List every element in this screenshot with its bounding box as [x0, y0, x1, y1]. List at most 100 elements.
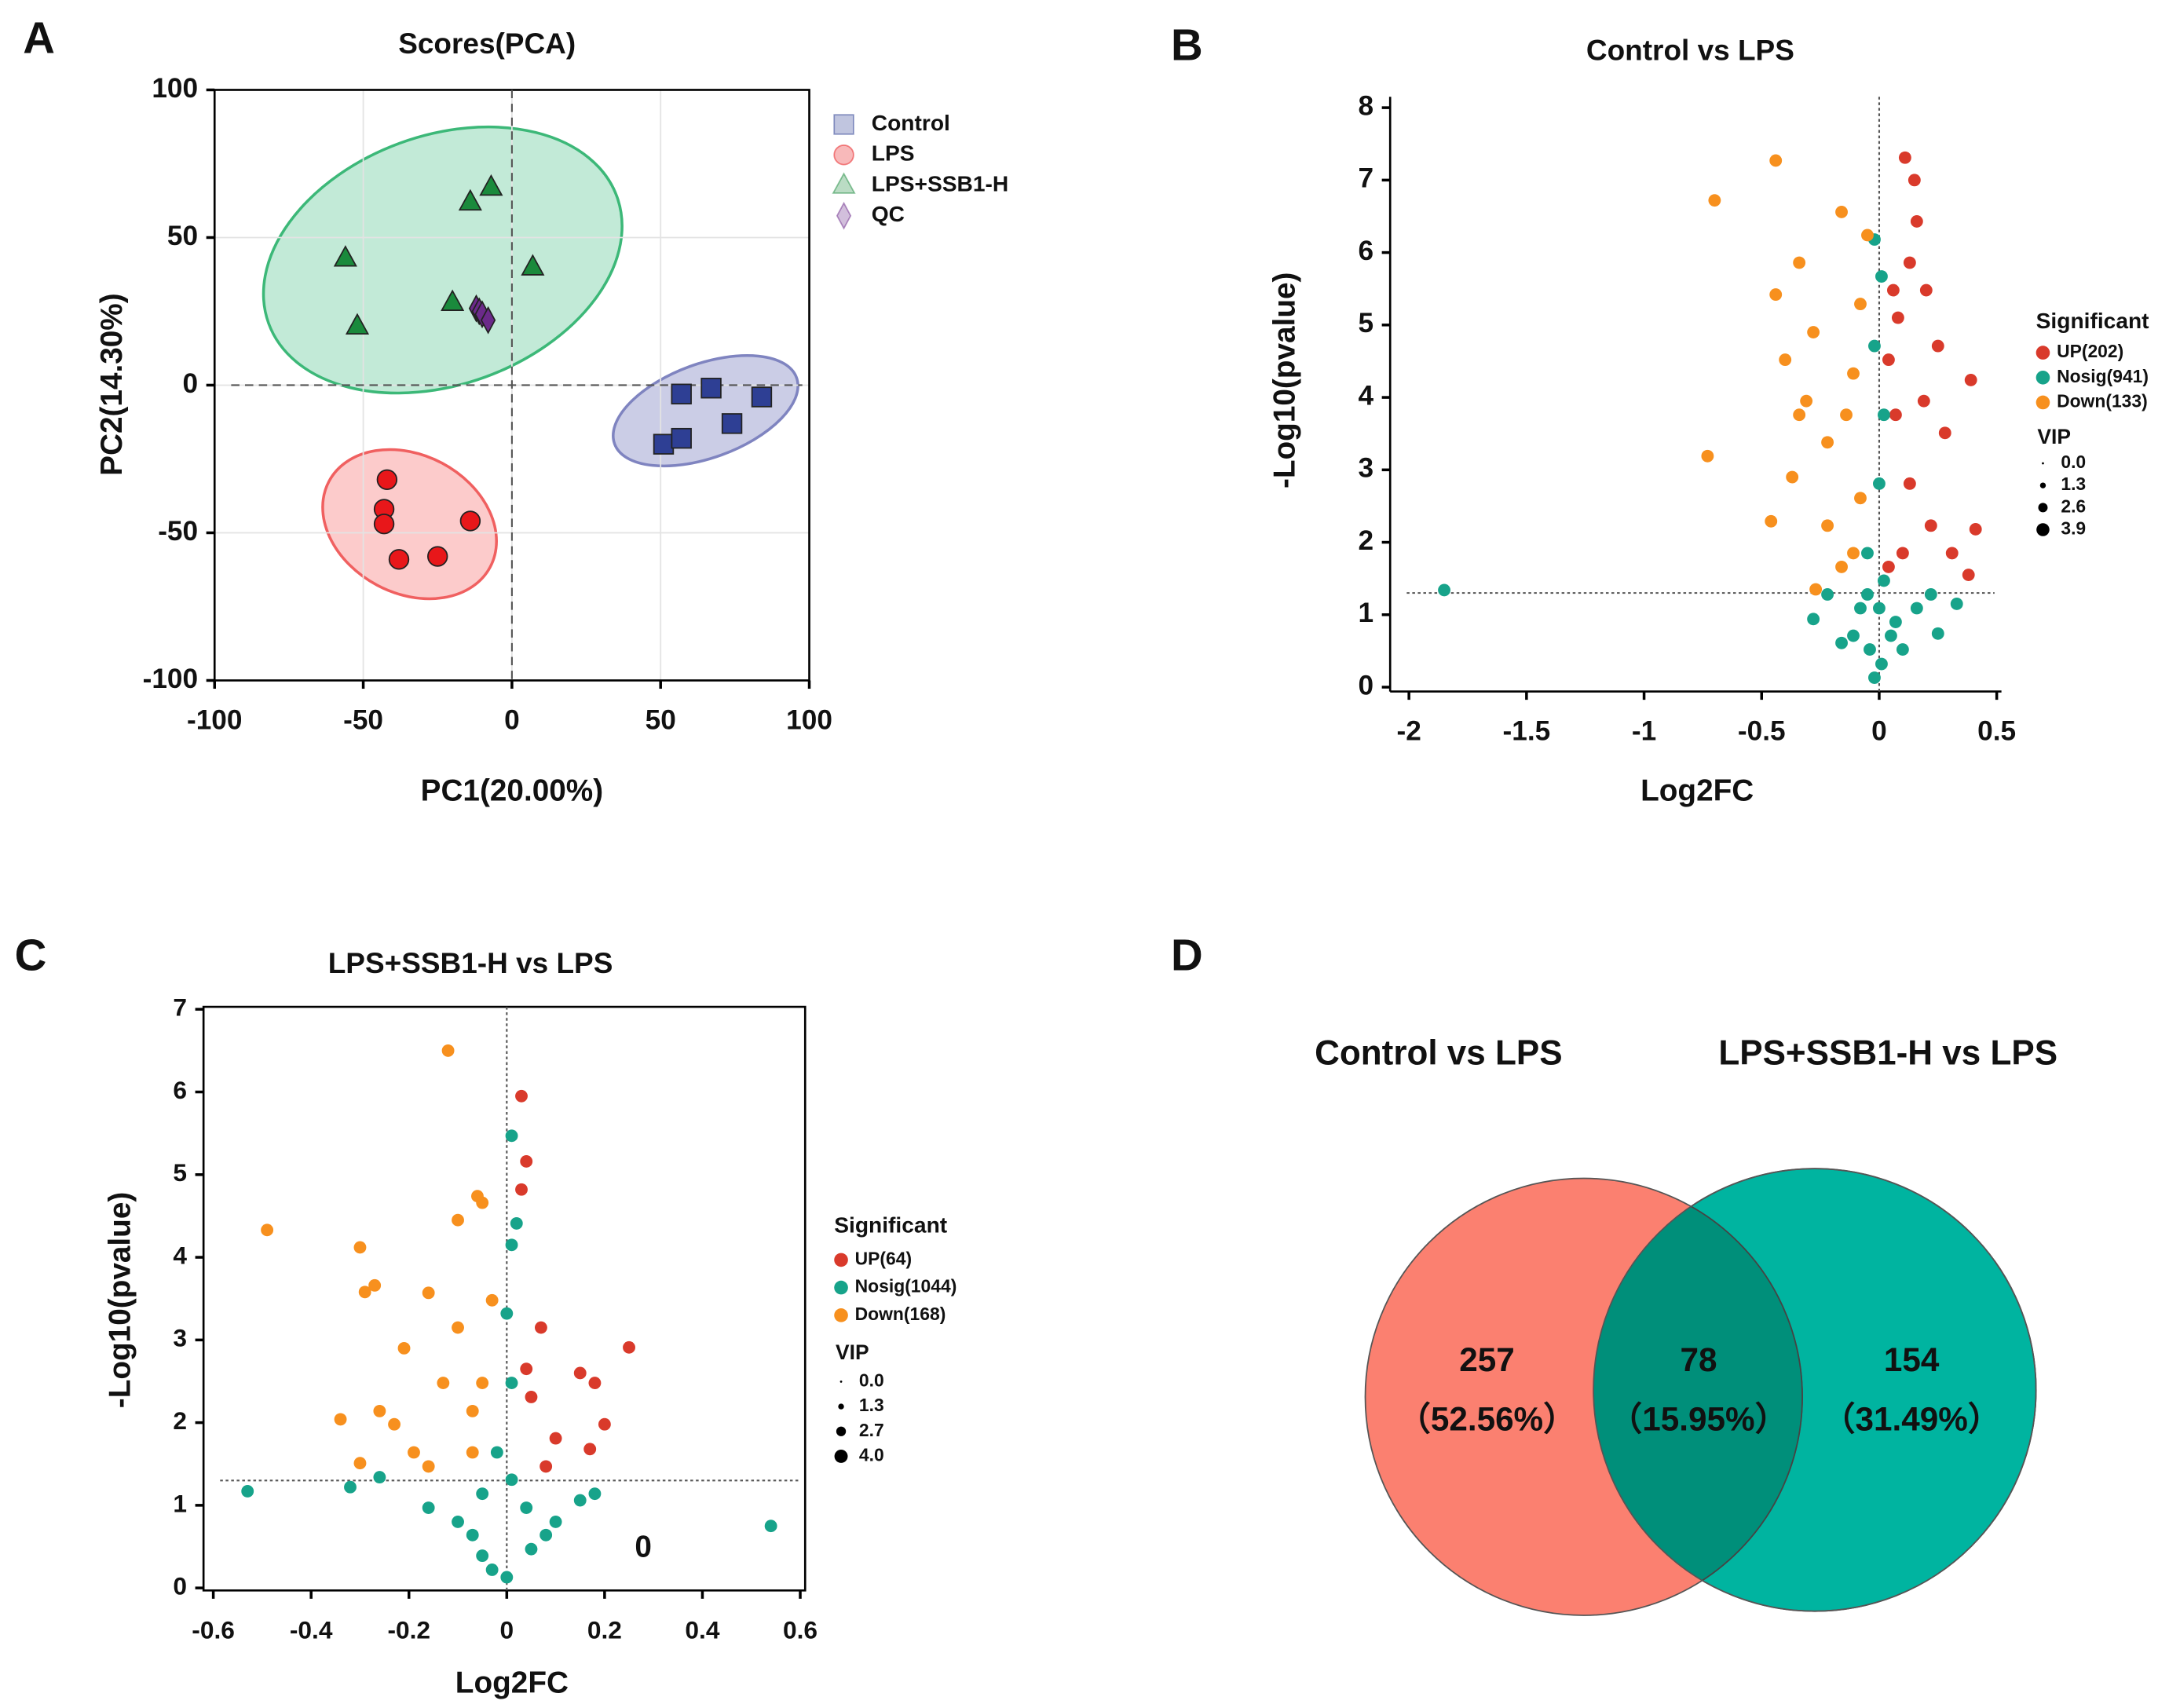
marker-square [721, 413, 743, 434]
marker-circle [1896, 643, 1909, 656]
plot-frame [202, 1005, 807, 1592]
marker-circle [344, 1480, 357, 1494]
marker-circle [1891, 311, 1904, 324]
region-count: 154 [1884, 1341, 1940, 1378]
marker-circle [476, 1196, 489, 1209]
marker-circle [388, 1417, 401, 1431]
marker-circle [1861, 547, 1874, 560]
y-axis-label: -Log10(pvalue) [103, 1192, 137, 1408]
marker-triangle [458, 188, 482, 211]
marker-circle [1438, 583, 1450, 597]
marker-square [700, 378, 722, 399]
y-tick-label: 1 [173, 1489, 187, 1517]
x-tick-label: 0.5 [1977, 716, 2016, 747]
y-tick-label: 0 [173, 1572, 187, 1600]
marker-circle [476, 1377, 489, 1390]
region-count: 78 [1680, 1341, 1717, 1378]
y-tick-label: 6 [173, 1076, 187, 1104]
marker-circle [422, 1460, 435, 1473]
region-percent: （52.56%） [1398, 1401, 1577, 1438]
y-tick-label: 7 [173, 993, 187, 1022]
marker-circle [1765, 514, 1778, 528]
marker-circle [1835, 206, 1848, 218]
marker-circle [1835, 560, 1848, 573]
marker-circle [1779, 353, 1792, 367]
legend-label: UP(202) [2057, 341, 2123, 361]
y-tick-label: -50 [158, 516, 198, 547]
x-tick-label: 0.2 [587, 1616, 622, 1644]
legend-label: QC [872, 201, 905, 226]
size-legend-label: 1.3 [859, 1395, 884, 1415]
marker-diamond [836, 201, 852, 230]
marker-circle [2035, 370, 2050, 385]
legend-label: UP(64) [855, 1248, 912, 1268]
size-legend-label: 2.7 [859, 1420, 884, 1440]
marker-circle [1907, 174, 1921, 187]
marker-circle [1917, 394, 1930, 408]
y-tick-label: 4 [173, 1241, 187, 1269]
marker-circle [1847, 547, 1860, 560]
size-legend-marker [839, 1380, 843, 1383]
marker-triangle [345, 313, 370, 335]
marker-circle [833, 144, 854, 166]
legend-label: Down(168) [855, 1304, 946, 1324]
marker-circle [1769, 154, 1783, 167]
marker-circle [1868, 339, 1881, 353]
marker-circle [588, 1487, 602, 1501]
marker-circle [373, 513, 395, 535]
marker-circle [1964, 374, 1977, 386]
marker-circle [540, 1460, 553, 1473]
y-tick-label: 5 [173, 1158, 187, 1187]
panel-label: C [15, 930, 47, 979]
marker-circle [353, 1457, 367, 1470]
set-label: Control vs LPS [1315, 1033, 1562, 1072]
marker-square [671, 427, 692, 449]
y-axis-label: -Log10(pvalue) [1267, 272, 1301, 488]
x-tick-label: 0 [500, 1616, 514, 1644]
marker-circle [2035, 346, 2050, 360]
marker-circle [1868, 671, 1881, 684]
marker-circle [520, 1155, 533, 1168]
marker-circle [623, 1340, 635, 1354]
marker-circle [1807, 326, 1820, 338]
legend-label: Nosig(1044) [855, 1276, 957, 1297]
y-tick-label: -100 [143, 664, 198, 694]
x-tick-label: 100 [786, 705, 832, 736]
marker-circle [437, 1377, 450, 1390]
marker-diamond [480, 305, 496, 335]
size-legend-label: 2.6 [2061, 496, 2086, 516]
marker-circle [1878, 574, 1890, 587]
x-tick-label: -0.4 [290, 1616, 333, 1644]
marker-circle [834, 1308, 848, 1322]
y-tick-label: 100 [152, 73, 198, 104]
x-tick-label: -0.6 [192, 1616, 235, 1644]
marker-circle [515, 1089, 528, 1103]
marker-circle [1861, 588, 1874, 601]
marker-circle [1864, 643, 1876, 656]
marker-circle [1821, 588, 1834, 601]
marker-circle [510, 1216, 523, 1230]
marker-circle [441, 1044, 455, 1057]
marker-circle [1878, 408, 1890, 422]
marker-square [671, 383, 692, 404]
chart-title: LPS+SSB1-H vs LPS [328, 947, 613, 979]
set-label: LPS+SSB1-H vs LPS [1718, 1033, 2057, 1072]
y-tick-label: 3 [1358, 453, 1373, 484]
marker-circle [1821, 436, 1834, 449]
marker-circle [397, 1341, 411, 1355]
marker-circle [422, 1286, 435, 1300]
legend-label: Nosig(941) [2057, 366, 2149, 386]
x-tick-label: 0 [504, 705, 520, 736]
marker-circle [353, 1241, 367, 1254]
marker-circle [1931, 339, 1944, 353]
marker-circle [466, 1528, 479, 1542]
size-legend-label: 3.9 [2061, 518, 2086, 539]
marker-circle [1847, 367, 1860, 380]
marker-circle [1821, 519, 1834, 532]
x-tick-label: -0.5 [1738, 716, 1786, 747]
marker-triangle [333, 245, 357, 267]
marker-circle [466, 1404, 479, 1417]
size-legend-marker [834, 1450, 848, 1463]
legend-label: Control [872, 110, 950, 135]
